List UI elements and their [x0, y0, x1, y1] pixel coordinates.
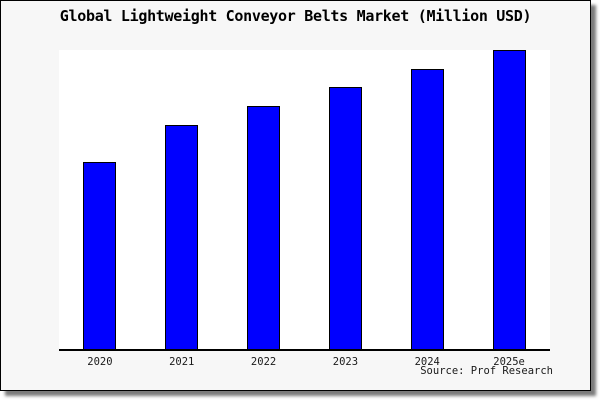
plot-area: [59, 50, 550, 351]
bar-cell-2022: [223, 50, 305, 349]
bar-2021: [165, 125, 199, 349]
bar-cell-2024: [386, 50, 468, 349]
tick-label-2023: 2023: [332, 356, 359, 368]
source-attribution: Source: Prof Research: [420, 365, 553, 377]
tick-label-2020: 2020: [87, 356, 113, 368]
bar-cell-2020: [59, 50, 141, 349]
tick-label-2022: 2022: [250, 356, 277, 368]
tick-label-2024: 2024: [414, 356, 440, 368]
x-axis-tick-labels: 2020 2021 2022 2023 2024 2025e: [59, 356, 550, 368]
bar-cell-2023: [304, 50, 386, 349]
bar-2025e: [492, 50, 526, 349]
bar-cell-2025e: [468, 50, 550, 349]
bar-2023: [328, 87, 362, 349]
chart-title: Global Lightweight Conveyor Belts Market…: [59, 7, 532, 25]
bars-row: [59, 50, 550, 349]
tick-label-2025e: 2025e: [493, 356, 525, 368]
bar-2024: [410, 69, 444, 349]
bar-2022: [247, 106, 281, 349]
chart-frame: Global Lightweight Conveyor Belts Market…: [0, 0, 591, 391]
tick-label-2021: 2021: [169, 356, 195, 368]
bar-2020: [83, 162, 117, 349]
bar-cell-2021: [141, 50, 223, 349]
